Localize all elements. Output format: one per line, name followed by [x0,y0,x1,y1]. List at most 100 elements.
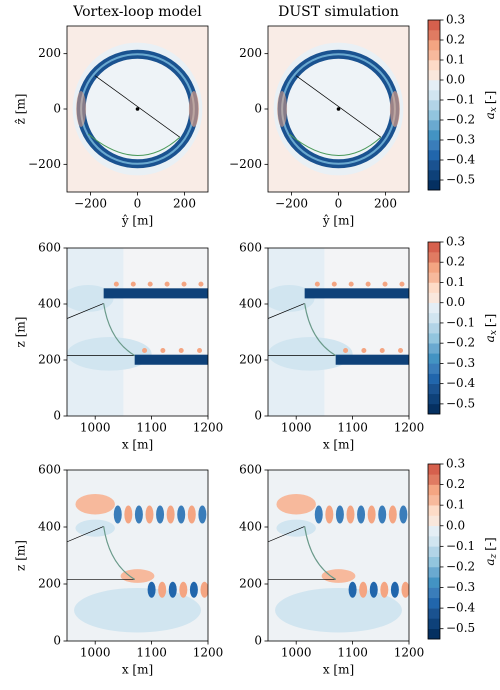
x-tick-label: 1200 [394,646,425,660]
field-shape [147,581,156,598]
field-shape [75,519,115,537]
x-tick-label: 1000 [281,646,312,660]
field-shape [103,526,135,580]
field-shape [142,347,148,353]
x-tick-label: 1100 [136,421,167,435]
field-shape [276,519,316,537]
field-shape [276,493,316,515]
field-shape [76,91,87,127]
colorbar-label-unit: [-] [483,91,497,104]
field-shape [314,505,323,524]
field-shape [103,303,135,357]
colorbar-label-subscript: x [489,107,499,112]
field [268,26,409,192]
colorbar-band [428,494,440,506]
field-shape [113,281,119,287]
colorbar-tick-label: 0.3 [446,457,465,471]
field-shape [388,505,397,524]
y-tick-label: 200 [38,46,61,60]
y-tick-label: 200 [239,577,262,591]
colorbar-frame [427,241,441,415]
colorbar-band [428,312,440,324]
x-tick-label: −200 [74,197,107,211]
colorbar-band [428,373,440,384]
field-shape [336,107,341,111]
colorbar-band [428,383,440,395]
colorbar-band [428,140,440,151]
y-tick-label: 200 [38,577,61,591]
colorbar-tick-label: 0.2 [446,477,465,491]
field-shape [94,75,181,138]
axes-frame [66,469,209,642]
field-shape [268,248,325,416]
field-shape [197,347,203,353]
field-shape [67,337,152,371]
colorbar-tick-label: 0.3 [446,235,465,249]
colorbar-tick-label: 0.0 [446,73,465,87]
colorbar-tick-label: 0.2 [446,255,465,269]
x-axis-label: x [m] [323,663,354,677]
colorbar-label-symbol: a [483,112,497,119]
x-tick-label: 1100 [337,646,368,660]
x-tick-label: 0 [335,197,343,211]
y-axis-label: z [m] [14,540,28,571]
field-shape [168,581,177,598]
colorbar-frame [427,463,441,640]
x-tick-label: 1200 [193,646,224,660]
field-shape [67,284,114,312]
field-shape [348,581,357,598]
colorbar-tick-label: −0.1 [446,93,475,107]
field-shape [295,75,382,138]
x-axis-label: x [m] [122,438,153,452]
field-shape [325,505,334,524]
field-shape [343,347,349,353]
field-shape [304,303,336,357]
field-shape [166,505,175,524]
field-shape [113,505,122,524]
axes-frame [267,469,410,642]
field-shape [67,526,104,543]
colorbar-tick-label: 0.1 [446,53,465,67]
colorbar-band [428,525,440,537]
field-shape [75,493,115,515]
y-tick-label: 400 [239,297,262,311]
colorbar-tick-label: −0.4 [446,153,476,167]
x-tick-label: 0 [134,197,142,211]
field-shape [164,281,170,287]
field-shape [378,505,387,524]
field-shape [67,303,104,319]
field-shape [179,581,188,598]
y-tick-label: 0 [53,634,61,648]
colorbar-band [428,546,440,557]
field-shape [188,91,199,127]
field-shape [268,303,305,319]
field-shape [382,281,388,287]
field-shape [160,347,166,353]
colorbar-band [428,618,440,630]
field-shape [321,569,356,583]
x-tick-label: 1000 [80,421,111,435]
field-shape [268,337,353,371]
colorbar-band [428,566,440,578]
field-shape [288,133,382,156]
field-shape [134,354,208,365]
y-tick-label: 0 [53,102,61,116]
field-shape [189,581,198,598]
field [268,470,409,641]
field-shape [399,281,405,287]
field-shape [177,505,186,524]
colorbar-band [428,302,440,314]
colorbar-band [428,556,440,568]
x-axis-label: ŷ [m] [322,214,354,228]
field-shape [331,281,337,287]
colorbar-band [428,515,440,527]
field-shape [156,505,165,524]
field-shape [367,505,376,524]
colorbar-band [428,292,440,304]
x-tick-label: 1000 [80,646,111,660]
x-tick-label: 200 [374,197,397,211]
colorbar-band [428,393,440,405]
colorbar-band [428,180,440,191]
colorbar-tick-label: −0.4 [446,376,476,390]
